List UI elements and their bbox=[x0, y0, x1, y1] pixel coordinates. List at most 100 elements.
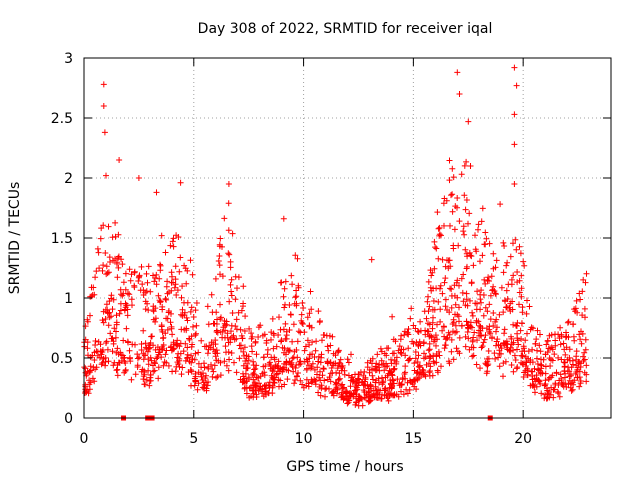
data-point bbox=[214, 350, 221, 357]
data-point bbox=[167, 319, 174, 326]
data-point bbox=[429, 325, 436, 332]
data-point bbox=[248, 330, 255, 337]
data-point bbox=[104, 307, 111, 313]
data-point bbox=[446, 331, 453, 338]
data-point bbox=[163, 315, 170, 322]
y-axis-title: SRMTID / TECUs bbox=[7, 182, 23, 295]
data-point bbox=[423, 315, 430, 322]
data-point bbox=[464, 302, 471, 309]
data-point bbox=[368, 256, 375, 263]
chart-title: Day 308 of 2022, SRMTID for receiver iqa… bbox=[198, 21, 493, 37]
x-tick-label: 10 bbox=[295, 431, 313, 447]
data-point bbox=[251, 371, 258, 378]
data-point bbox=[511, 352, 518, 359]
data-point bbox=[184, 355, 190, 362]
data-point bbox=[545, 345, 552, 352]
data-point bbox=[184, 351, 191, 358]
data-point bbox=[464, 253, 471, 260]
data-point bbox=[450, 316, 457, 323]
data-point bbox=[324, 343, 331, 350]
data-point bbox=[528, 368, 535, 375]
data-point bbox=[479, 252, 486, 259]
data-point bbox=[181, 262, 188, 269]
data-point bbox=[486, 328, 493, 335]
data-point bbox=[467, 297, 473, 304]
data-point bbox=[493, 257, 500, 264]
data-point bbox=[322, 386, 329, 393]
data-point bbox=[109, 306, 116, 313]
data-point bbox=[386, 384, 393, 391]
data-point bbox=[314, 371, 320, 378]
data-point bbox=[430, 298, 437, 304]
data-point bbox=[484, 356, 491, 362]
data-point bbox=[466, 210, 473, 217]
data-point bbox=[400, 391, 407, 398]
data-point bbox=[262, 363, 269, 369]
data-point bbox=[148, 333, 155, 340]
data-point bbox=[407, 315, 414, 322]
data-point bbox=[278, 338, 284, 345]
data-point bbox=[134, 355, 141, 362]
data-point bbox=[297, 358, 304, 365]
data-point bbox=[162, 295, 169, 302]
data-point bbox=[150, 308, 157, 315]
data-point bbox=[561, 346, 568, 353]
data-point bbox=[112, 255, 118, 262]
data-point bbox=[309, 378, 316, 385]
data-point bbox=[229, 310, 236, 316]
data-point bbox=[278, 383, 285, 390]
data-point bbox=[126, 347, 133, 354]
data-point bbox=[139, 281, 146, 288]
data-point bbox=[198, 364, 205, 371]
data-point bbox=[429, 269, 436, 276]
x-tick-label: 5 bbox=[189, 431, 198, 447]
data-point bbox=[439, 327, 446, 334]
data-point bbox=[582, 279, 589, 286]
data-point bbox=[282, 320, 289, 327]
data-point bbox=[99, 317, 106, 324]
data-point bbox=[490, 310, 497, 316]
data-point bbox=[437, 318, 444, 325]
data-point bbox=[293, 287, 300, 294]
data-point bbox=[289, 355, 296, 362]
data-point bbox=[242, 370, 249, 377]
data-point bbox=[179, 283, 186, 290]
data-point bbox=[227, 281, 234, 288]
data-point bbox=[341, 371, 348, 378]
data-point bbox=[536, 342, 543, 349]
data-point bbox=[500, 269, 507, 276]
data-point bbox=[105, 223, 112, 230]
data-point bbox=[521, 262, 528, 269]
data-point bbox=[137, 287, 144, 294]
data-point bbox=[426, 346, 433, 353]
data-point bbox=[281, 345, 288, 352]
data-point bbox=[518, 336, 525, 342]
data-point bbox=[436, 231, 443, 238]
data-point bbox=[84, 386, 90, 393]
data-point bbox=[513, 82, 520, 89]
data-point bbox=[105, 358, 112, 365]
data-point bbox=[277, 279, 284, 286]
data-point bbox=[402, 352, 409, 359]
data-point bbox=[99, 347, 106, 353]
data-point bbox=[203, 343, 210, 350]
data-point bbox=[510, 368, 517, 375]
data-point bbox=[529, 346, 536, 353]
data-point bbox=[465, 118, 472, 125]
data-point bbox=[256, 380, 262, 387]
data-point bbox=[476, 322, 483, 329]
data-point bbox=[493, 316, 500, 323]
data-point bbox=[280, 293, 287, 300]
data-point bbox=[462, 206, 469, 213]
data-point bbox=[522, 337, 529, 344]
data-point bbox=[110, 296, 117, 303]
data-point bbox=[153, 189, 160, 196]
data-point bbox=[516, 243, 523, 250]
data-point bbox=[476, 332, 483, 339]
data-point bbox=[450, 356, 457, 363]
data-point bbox=[192, 370, 199, 377]
data-point bbox=[515, 341, 522, 348]
data-point bbox=[336, 359, 343, 366]
data-point bbox=[433, 353, 440, 360]
